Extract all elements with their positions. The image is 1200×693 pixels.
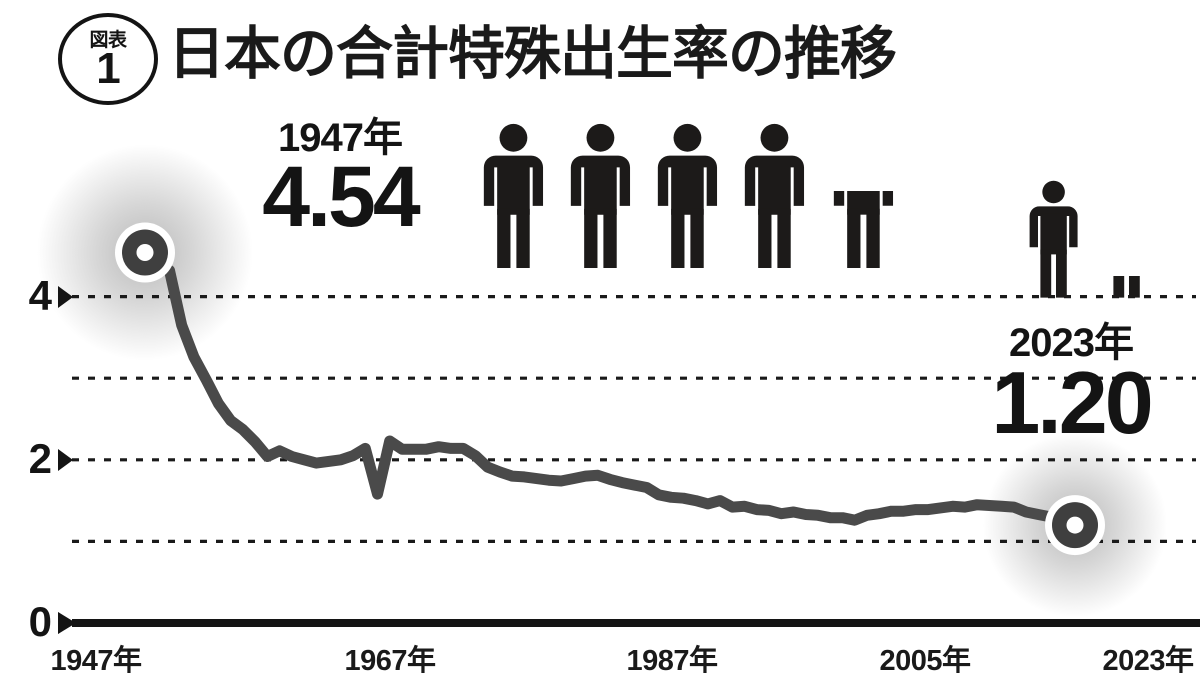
y-axis-tick-label-4: 4 — [28, 271, 52, 319]
person-pictogram — [1029, 180, 1078, 298]
annotation-1947-value: 4.54 — [262, 149, 420, 245]
person-pictogram-full — [733, 123, 816, 276]
y-axis-tick-marker-0 — [58, 612, 73, 634]
figure-badge-kicker: 図表 — [89, 29, 127, 51]
person-pictogram — [1102, 180, 1151, 298]
person-pictogram — [483, 123, 544, 269]
tfr-trend-line — [139, 247, 1081, 531]
x-axis-tick-label-1967: 1967年 — [344, 645, 436, 677]
person-pictogram-full — [472, 123, 555, 276]
person-pictogram-full — [559, 123, 642, 276]
person-pictogram-full — [1020, 180, 1087, 305]
person-pictogram-partial — [1093, 180, 1160, 305]
y-axis-tick-marker-4 — [58, 285, 73, 308]
data-point-marker-2023-core — [1066, 516, 1084, 534]
page-title: 日本の合計特殊出生率の推移 — [168, 22, 897, 86]
x-axis-tick-label-2005: 2005年 — [879, 645, 971, 677]
pictogram-group-1947 — [472, 123, 905, 276]
annotation-2023-value: 1.20 — [991, 353, 1153, 452]
person-pictogram-full — [646, 123, 729, 276]
annotation-2023-year: 2023年 — [1009, 321, 1134, 365]
annotation-1947: 1947年 4.54 — [212, 116, 468, 245]
y-axis-tick-label-0: 0 — [28, 598, 52, 645]
chart-header: 図表 1 日本の合計特殊出生率の推移 — [0, 0, 1200, 110]
x-axis-tick-label-1947: 1947年 — [50, 645, 142, 677]
annotation-2023: 2023年 1.20 — [958, 321, 1184, 452]
person-pictogram-partial — [822, 123, 905, 276]
y-axis-tick-label-2: 2 — [28, 434, 52, 482]
x-axis-tick-label-2023: 2023年 — [1102, 645, 1194, 677]
person-pictogram — [657, 123, 717, 269]
x-axis-tick-label-1987: 1987年 — [626, 645, 718, 677]
data-point-marker-1947-core — [136, 244, 154, 262]
y-axis-tick-marker-2 — [58, 448, 73, 471]
figure-badge-number: 1 — [96, 43, 121, 93]
pictogram-group-2023 — [1020, 180, 1160, 305]
person-pictogram — [744, 123, 804, 269]
person-pictogram — [833, 123, 893, 269]
annotation-1947-year: 1947年 — [278, 116, 403, 160]
figure-badge: 図表 1 — [58, 13, 158, 105]
person-pictogram — [570, 123, 630, 269]
